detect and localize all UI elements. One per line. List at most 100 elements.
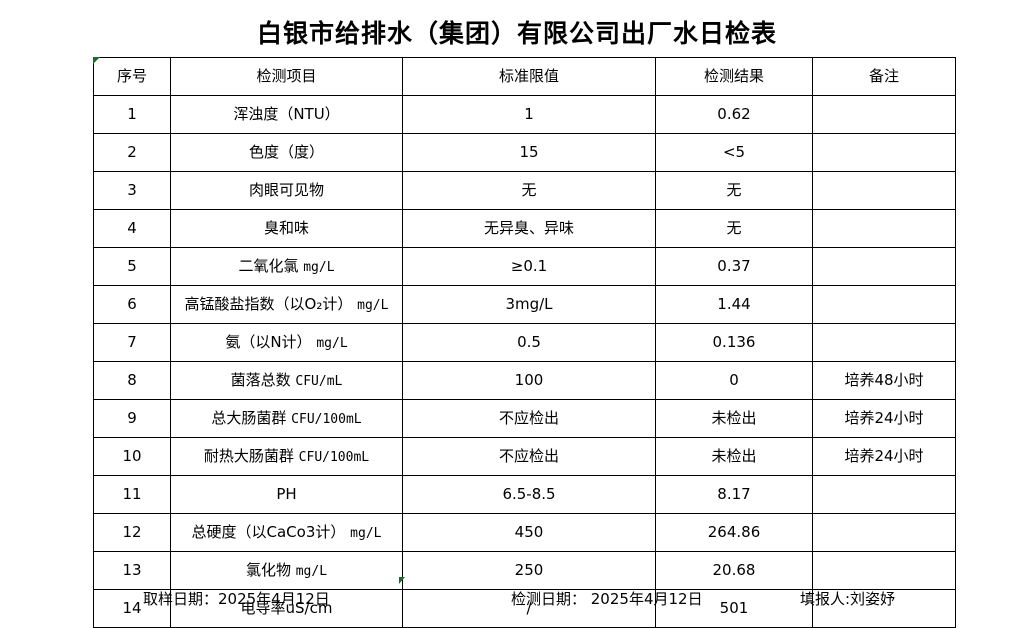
cell-no: 4 bbox=[93, 209, 171, 248]
cell-no: 12 bbox=[93, 513, 171, 552]
cell-note bbox=[812, 323, 956, 362]
cell-standard: 100 bbox=[402, 361, 656, 400]
table-header-row: 序号 检测项目 标准限值 检测结果 备注 bbox=[93, 57, 956, 96]
cell-item: 电导率uS/cm bbox=[170, 589, 403, 628]
cell-item: 色度（度） bbox=[170, 133, 403, 172]
cell-result: 264.86 bbox=[655, 513, 813, 552]
header-item: 检测项目 bbox=[170, 57, 403, 96]
cell-result: 未检出 bbox=[655, 399, 813, 438]
cell-no: 14 bbox=[93, 589, 171, 628]
item-name: 总大肠菌群 bbox=[211, 408, 287, 427]
cell-standard: 3mg/L bbox=[402, 285, 656, 324]
item-unit: mg/L bbox=[357, 297, 389, 313]
item-name: 浑浊度（NTU） bbox=[233, 105, 340, 124]
cell-no: 6 bbox=[93, 285, 171, 324]
cell-item: 臭和味 bbox=[170, 209, 403, 248]
test-date: 检测日期： 2025年4月12日 bbox=[511, 590, 703, 608]
cell-standard: 450 bbox=[402, 513, 656, 552]
cell-item: 总硬度（以CaCo3计） mg/L bbox=[170, 513, 403, 552]
cell-note: 培养24小时 bbox=[812, 399, 956, 438]
reporter-name: 填报人:刘姿妤 bbox=[800, 590, 896, 608]
cell-no: 3 bbox=[93, 171, 171, 210]
footer: 取样日期：2025年4月12日 检测日期： 2025年4月12日 填报人:刘姿妤 bbox=[93, 588, 955, 616]
item-name: 肉眼可见物 bbox=[248, 181, 324, 200]
table-row: 3 肉眼可见物 无无 bbox=[93, 171, 956, 210]
table-row: 11 PH 6.5-8.5 8.17 bbox=[93, 475, 956, 514]
table-row: 2 色度（度） 15 <5 bbox=[93, 133, 956, 172]
cell-result: 未检出 bbox=[655, 437, 813, 476]
cell-standard: 1 bbox=[402, 95, 656, 134]
table-row: 5 二氧化氯 mg/L ≥0.1 0.37 bbox=[93, 247, 956, 286]
item-name: 电导率uS/cm bbox=[240, 599, 333, 618]
page-title: 白银市给排水（集团）有限公司出厂水日检表 bbox=[256, 19, 777, 48]
cell-result: 无 bbox=[655, 209, 813, 248]
item-unit: mg/L bbox=[295, 563, 328, 579]
cell-selection-marker-icon bbox=[93, 57, 100, 64]
cell-note bbox=[812, 209, 956, 248]
cell-standard: 15 bbox=[402, 133, 656, 172]
cell-result: 0.136 bbox=[655, 323, 813, 362]
header-standard: 标准限值 bbox=[402, 57, 656, 96]
item-name: 耐热大肠菌群 bbox=[203, 446, 294, 465]
cell-note: 培养24小时 bbox=[812, 437, 956, 476]
item-name: 总硬度（以CaCo3计） bbox=[191, 522, 346, 541]
table-row: 7 氨（以N计） mg/L 0.5 0.136 bbox=[93, 323, 956, 362]
table-row: 10 耐热大肠菌群 CFU/100mL 不应检出 未检出 培养24小时 bbox=[93, 437, 956, 476]
cell-result: 0.62 bbox=[655, 95, 813, 134]
table-row: 13 氯化物 mg/L 250 20.68 bbox=[93, 551, 956, 590]
cell-result: 20.68 bbox=[655, 551, 813, 590]
item-unit: CFU/100mL bbox=[298, 449, 370, 465]
table-row: 1 浑浊度（NTU） 1 0.62 bbox=[93, 95, 956, 134]
cell-standard: ≥0.1 bbox=[402, 247, 656, 286]
cell-note bbox=[812, 247, 956, 286]
cell-no: 13 bbox=[93, 551, 171, 590]
table-row: 8 菌落总数 CFU/mL 100 0 培养48小时 bbox=[93, 361, 956, 400]
cell-item: 耐热大肠菌群 CFU/100mL bbox=[170, 437, 403, 476]
cell-note bbox=[812, 133, 956, 172]
item-name: 氨（以N计） bbox=[225, 332, 312, 351]
cell-item: 菌落总数 CFU/mL bbox=[170, 361, 403, 400]
cell-item: 氯化物 mg/L bbox=[170, 551, 403, 590]
header-note: 备注 bbox=[812, 57, 956, 96]
cell-note bbox=[812, 171, 956, 210]
cell-result: 8.17 bbox=[655, 475, 813, 514]
cell-no: 9 bbox=[93, 399, 171, 438]
item-unit: mg/L bbox=[316, 335, 348, 351]
cell-standard: 无异臭、异味 bbox=[402, 209, 656, 248]
cell-standard: 6.5-8.5 bbox=[402, 475, 656, 514]
cell-result: <5 bbox=[655, 133, 813, 172]
cell-result: 0.37 bbox=[655, 247, 813, 286]
cell-no: 11 bbox=[93, 475, 171, 514]
cell-note bbox=[812, 285, 956, 324]
cell-note: 培养48小时 bbox=[812, 361, 956, 400]
cell-note bbox=[812, 475, 956, 514]
item-name: PH bbox=[276, 485, 297, 504]
item-name: 高锰酸盐指数（以O₂计） bbox=[184, 294, 353, 313]
table-row: 14 电导率uS/cm/501 bbox=[93, 589, 956, 628]
table-row: 12 总硬度（以CaCo3计） mg/L 450 264.86 bbox=[93, 513, 956, 552]
cell-standard: 0.5 bbox=[402, 323, 656, 362]
cell-item: 高锰酸盐指数（以O₂计） mg/L bbox=[170, 285, 403, 324]
cell-standard: 无 bbox=[402, 171, 656, 210]
item-unit: CFU/100mL bbox=[291, 411, 362, 427]
table-row: 9 总大肠菌群 CFU/100mL 不应检出 未检出 培养24小时 bbox=[93, 399, 956, 438]
cell-result: 0 bbox=[655, 361, 813, 400]
cell-result: 1.44 bbox=[655, 285, 813, 324]
table-body: 1 浑浊度（NTU） 1 0.62 2 色度（度） 15 <5 3 肉眼可见物无无 4 臭和味 无异臭、… bbox=[93, 95, 956, 628]
inspection-table: 序号 检测项目 标准限值 检测结果 备注 1 浑浊度（NTU） 1 0.62 2 色度（度… bbox=[93, 57, 956, 628]
cell-note bbox=[812, 551, 956, 590]
cell-item: 浑浊度（NTU） bbox=[170, 95, 403, 134]
cell-no: 7 bbox=[93, 323, 171, 362]
table-row: 6 高锰酸盐指数（以O₂计） mg/L 3mg/L 1.44 bbox=[93, 285, 956, 324]
cell-item: PH bbox=[170, 475, 403, 514]
item-unit: CFU/mL bbox=[295, 373, 343, 389]
cell-result: 无 bbox=[655, 171, 813, 210]
cell-note bbox=[812, 589, 956, 628]
cell-standard: 250 bbox=[402, 551, 656, 590]
inspection-table-container: 序号 检测项目 标准限值 检测结果 备注 1 浑浊度（NTU） 1 0.62 2 色度（度… bbox=[93, 57, 956, 628]
header-no: 序号 bbox=[93, 57, 171, 96]
cell-no: 10 bbox=[93, 437, 171, 476]
header-result: 检测结果 bbox=[655, 57, 813, 96]
item-name: 色度（度） bbox=[248, 143, 324, 162]
